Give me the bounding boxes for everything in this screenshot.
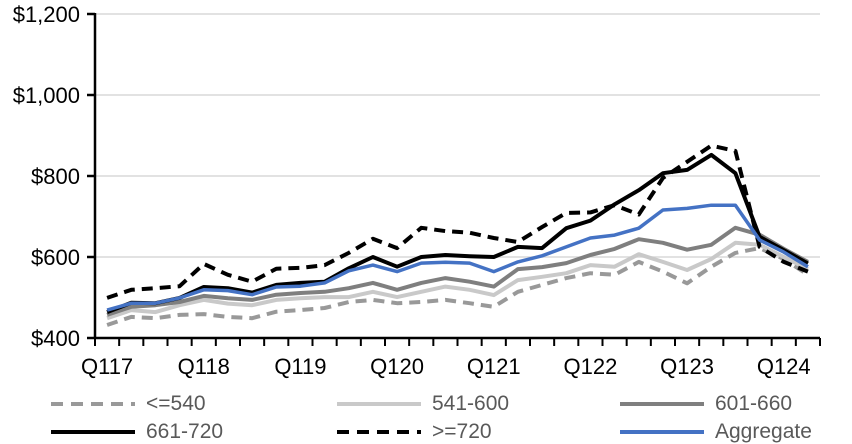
x-axis-label: Q121 — [467, 354, 521, 379]
legend-item-661-720: 661-720 — [49, 420, 223, 444]
legend-item-601-660: 601-660 — [618, 392, 792, 416]
legend-item-540: <=540 — [49, 392, 206, 416]
y-axis-label: $400 — [31, 326, 80, 351]
legend-marker-line — [620, 430, 704, 434]
legend-label: <=540 — [146, 392, 206, 415]
series-line-720 — [106, 143, 809, 300]
legend-label: 541-600 — [432, 392, 510, 415]
series-line-661-720 — [106, 152, 809, 314]
legend-item-541-600: 541-600 — [335, 392, 509, 416]
legend-label: 661-720 — [146, 420, 224, 443]
legend-item-aggregate: Aggregate — [618, 420, 812, 444]
y-axis-label: $1,000 — [13, 83, 80, 108]
x-axis-label: Q124 — [757, 354, 811, 379]
legend-marker-line — [337, 430, 421, 434]
legend-marker-line — [620, 402, 704, 406]
legend-marker-line — [337, 402, 421, 406]
legend-label: 601-660 — [715, 392, 793, 415]
y-axis-label: $600 — [31, 245, 80, 270]
series-line-541-600 — [106, 240, 809, 321]
series-line-aggregate — [106, 203, 809, 312]
series-line-540 — [106, 246, 809, 327]
x-axis-label: Q123 — [660, 354, 714, 379]
legend-label: >=720 — [432, 420, 492, 443]
x-axis-label: Q117 — [81, 354, 133, 379]
chart-legend: <=540 541-600 601-660 661-720 >=720 Aggr… — [0, 380, 852, 444]
y-axis-label: $1,200 — [13, 2, 80, 27]
legend-item-720: >=720 — [335, 420, 492, 444]
x-axis-label: Q118 — [178, 354, 230, 379]
x-axis-label: Q122 — [564, 354, 618, 379]
x-axis-label: Q119 — [274, 354, 326, 379]
legend-marker-line — [51, 402, 135, 406]
x-axis-label: Q120 — [370, 354, 424, 379]
plot-area: $400 $600 $800 $1,000 $1,200 Q117 Q118 Q119 Q120… — [13, 2, 821, 379]
y-axis-label: $800 — [31, 164, 80, 189]
legend-label: Aggregate — [715, 420, 812, 443]
series-line-601-660 — [106, 225, 809, 317]
legend-marker-line — [51, 430, 135, 434]
